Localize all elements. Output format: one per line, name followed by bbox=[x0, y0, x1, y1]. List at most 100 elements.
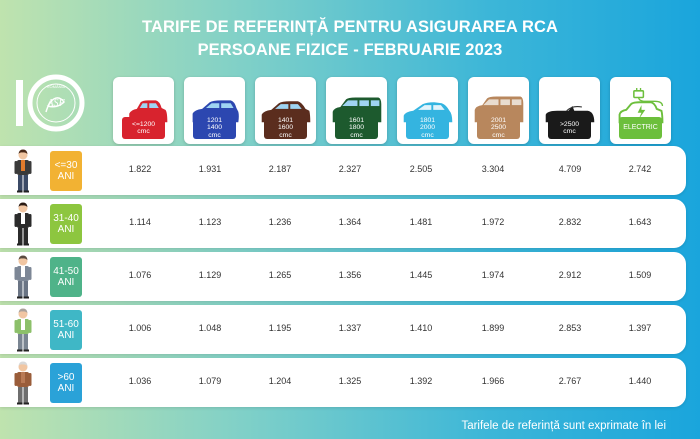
tariff-value: 1.006 bbox=[128, 323, 152, 333]
tariff-value: 1.356 bbox=[338, 270, 362, 280]
svg-text:ASF: ASF bbox=[46, 98, 65, 109]
caption-line: cmc bbox=[279, 131, 292, 139]
column-caption: 2001 2500 cmc bbox=[477, 117, 520, 139]
person-figure bbox=[10, 308, 36, 357]
tariff-value: 1.899 bbox=[481, 323, 505, 333]
caption-line: cmc bbox=[137, 128, 150, 135]
footer-note: Tarifele de referință sunt exprimate în … bbox=[461, 420, 666, 432]
tariff-value: 3.304 bbox=[481, 164, 505, 174]
table-row: 41-50 ANI 1.076 1.129 1.265 1.356 1.445 1.974 2.… bbox=[0, 252, 686, 301]
column-header: 2001 2500 cmc bbox=[468, 77, 529, 144]
caption-line: 2000 bbox=[419, 124, 436, 132]
table-row: >60 ANI 1.036 1.079 1.204 1.325 1.392 1.966 2.76… bbox=[0, 358, 686, 407]
person-figure bbox=[10, 149, 36, 198]
title-line-1: TARIFE DE REFERINȚĂ PENTRU ASIGURAREA RC… bbox=[142, 18, 558, 36]
tariff-value: 2.853 bbox=[558, 323, 582, 333]
age-badge: <=30 ANI bbox=[50, 151, 82, 191]
column-caption: <=1200 cmc bbox=[122, 117, 165, 139]
svg-text:ROMÂNIA: ROMÂNIA bbox=[47, 84, 66, 89]
age-badge: 41-50 ANI bbox=[50, 257, 82, 297]
tariff-value: 1.129 bbox=[198, 270, 222, 280]
caption-line: 1400 bbox=[206, 124, 223, 132]
tariff-value: 1.204 bbox=[268, 376, 292, 386]
column-caption: 1401 1600 cmc bbox=[264, 117, 307, 139]
age-label: ANI bbox=[57, 277, 75, 288]
page-title: TARIFE DE REFERINȚĂ PENTRU ASIGURAREA RC… bbox=[0, 16, 700, 62]
person-figure bbox=[10, 255, 36, 304]
column-caption: 1801 2000 cmc bbox=[406, 117, 449, 139]
caption-line: 2001 bbox=[490, 117, 507, 125]
tariff-value: 1.822 bbox=[128, 164, 152, 174]
age-label: ANI bbox=[57, 330, 75, 341]
caption-line: cmc bbox=[492, 131, 505, 139]
caption-line: ELECTRIC bbox=[623, 124, 658, 131]
tariff-value: 1.265 bbox=[268, 270, 292, 280]
age-label: ANI bbox=[57, 224, 75, 235]
tariff-value: 1.440 bbox=[628, 376, 652, 386]
tariff-value: 1.445 bbox=[409, 270, 433, 280]
tariff-value: 1.481 bbox=[409, 217, 433, 227]
tariff-value: 2.912 bbox=[558, 270, 582, 280]
tariff-value: 1.195 bbox=[268, 323, 292, 333]
tariff-value: 2.832 bbox=[558, 217, 582, 227]
table-row: 51-60 ANI 1.006 1.048 1.195 1.337 1.410 1.899 2.… bbox=[0, 305, 686, 354]
tariff-value: 1.036 bbox=[128, 376, 152, 386]
caption-line: <=1200 bbox=[131, 120, 156, 128]
table-row: <=30 ANI 1.822 1.931 2.187 2.327 2.505 3.304 4.7… bbox=[0, 146, 686, 195]
age-label: 41-50 bbox=[53, 266, 79, 277]
tariff-value: 1.236 bbox=[268, 217, 292, 227]
column-header: <=1200 cmc bbox=[113, 77, 174, 144]
column-header: 1801 2000 cmc bbox=[397, 77, 458, 144]
caption-line: cmc bbox=[350, 131, 363, 139]
tariff-value: 2.505 bbox=[409, 164, 433, 174]
tariff-value: 1.931 bbox=[198, 164, 222, 174]
column-header: ELECTRIC bbox=[610, 77, 671, 144]
caption-line: 1601 bbox=[348, 117, 365, 125]
tariff-value: 2.327 bbox=[338, 164, 362, 174]
column-caption: 1601 1800 cmc bbox=[335, 117, 378, 139]
tariff-value: 1.974 bbox=[481, 270, 505, 280]
young-man-icon bbox=[14, 149, 32, 193]
column-caption: 1201 1400 cmc bbox=[193, 117, 236, 139]
column-header: 1401 1600 cmc bbox=[255, 77, 316, 144]
caption-line: 1401 bbox=[277, 117, 294, 125]
tariff-value: 1.509 bbox=[628, 270, 652, 280]
tariff-value: 1.123 bbox=[198, 217, 222, 227]
column-caption: >2500 cmc bbox=[548, 117, 591, 139]
person-figure bbox=[10, 361, 36, 410]
age-label: >60 bbox=[57, 372, 75, 383]
asf-logo: ROMÂNIA ASF bbox=[16, 74, 85, 132]
column-header: 1601 1800 cmc bbox=[326, 77, 387, 144]
tariff-value: 1.337 bbox=[338, 323, 362, 333]
caption-line: 1801 bbox=[419, 117, 436, 125]
caption-line: >2500 bbox=[559, 120, 580, 128]
caption-line: 1800 bbox=[348, 124, 365, 132]
tariff-value: 1.325 bbox=[338, 376, 362, 386]
tariff-value: 1.114 bbox=[129, 217, 151, 227]
tariff-value: 1.966 bbox=[481, 376, 505, 386]
tariff-value: 1.079 bbox=[198, 376, 222, 386]
column-caption: ELECTRIC bbox=[619, 117, 662, 139]
person-figure bbox=[10, 202, 36, 251]
caption-line: cmc bbox=[421, 131, 434, 139]
caption-line: 2500 bbox=[490, 124, 507, 132]
tariff-value: 1.972 bbox=[481, 217, 505, 227]
column-header: 1201 1400 cmc bbox=[184, 77, 245, 144]
caption-line: cmc bbox=[563, 128, 576, 135]
tariff-value: 4.709 bbox=[558, 164, 582, 174]
age-label: 51-60 bbox=[53, 319, 79, 330]
tariff-value: 1.392 bbox=[409, 376, 433, 386]
age-badge: 51-60 ANI bbox=[50, 310, 82, 350]
tariff-value: 1.076 bbox=[128, 270, 152, 280]
caption-line: cmc bbox=[208, 131, 221, 139]
column-header: >2500 cmc bbox=[539, 77, 600, 144]
tariff-value: 1.643 bbox=[628, 217, 652, 227]
man-in-vest-icon bbox=[14, 308, 32, 352]
tariff-value: 1.397 bbox=[628, 323, 652, 333]
title-line-2: PERSOANE FIZICE - FEBRUARIE 2023 bbox=[197, 41, 503, 59]
age-label: <=30 bbox=[54, 160, 78, 171]
tariff-value: 1.048 bbox=[198, 323, 222, 333]
tariff-value: 2.767 bbox=[558, 376, 582, 386]
age-label: ANI bbox=[57, 383, 75, 394]
